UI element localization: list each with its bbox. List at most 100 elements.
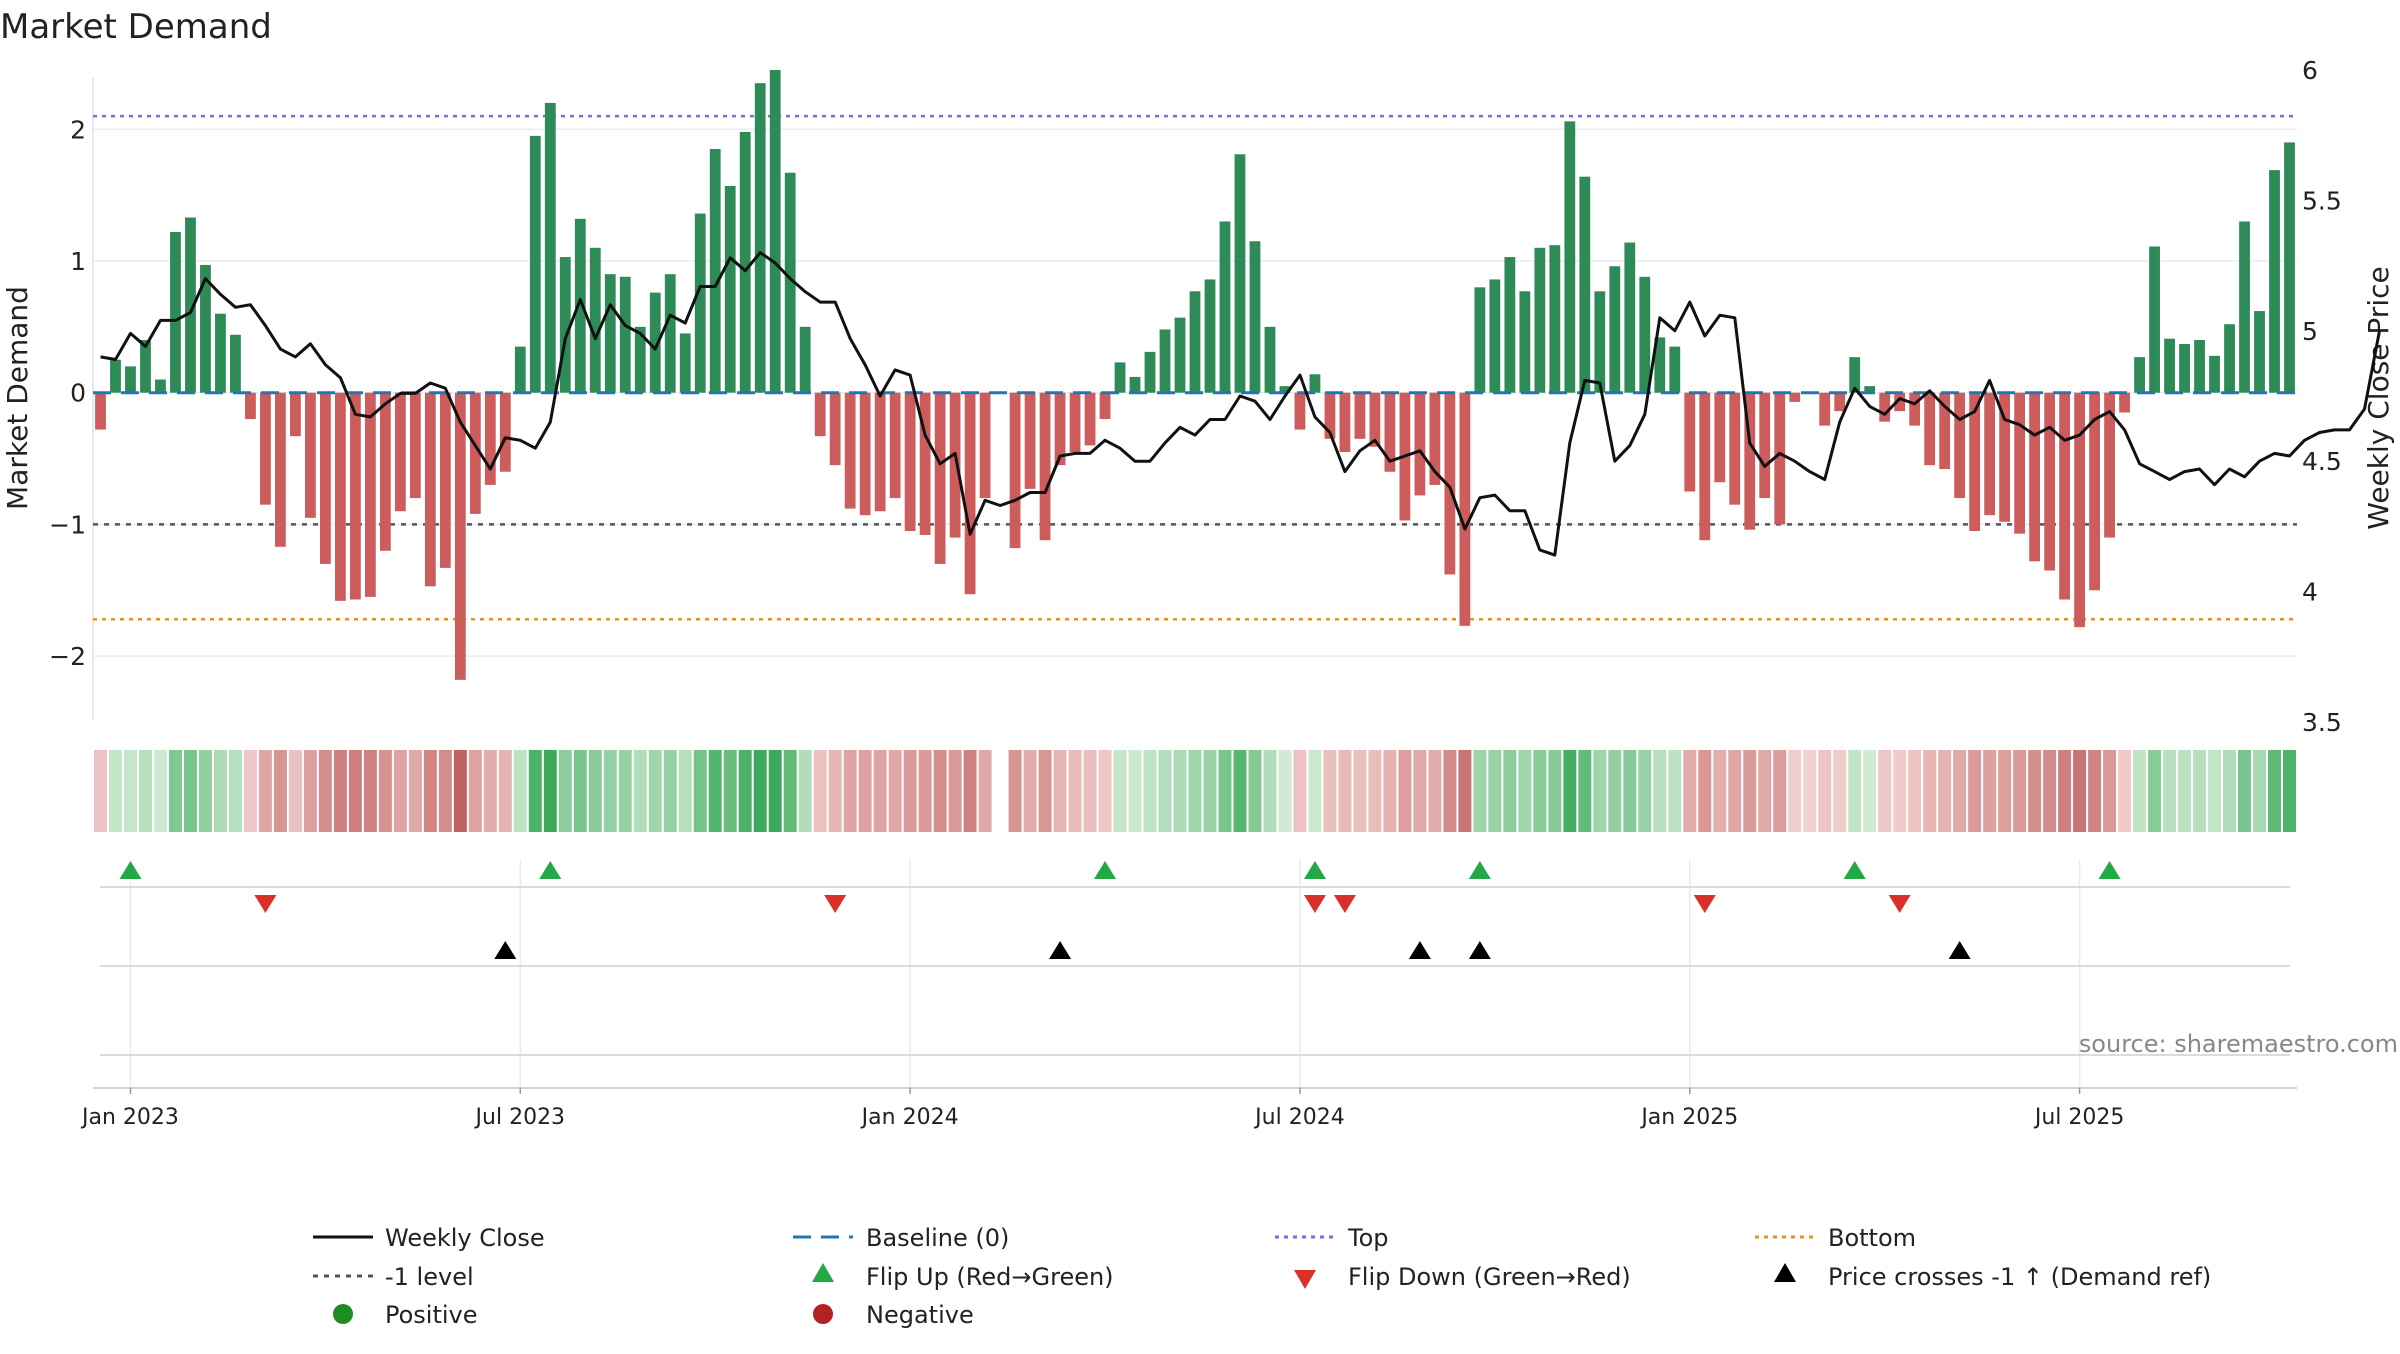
heat-cell	[1113, 750, 1127, 832]
flip-down-marker	[1888, 895, 1911, 913]
x-tick-label: Jan 2023	[80, 1105, 179, 1130]
demand-bar-positive	[1624, 242, 1636, 393]
demand-bar-positive	[1174, 317, 1186, 393]
demand-bar-negative	[2044, 392, 2056, 571]
demand-bar-negative	[1039, 392, 1051, 541]
x-tick-label: Jul 2025	[2033, 1105, 2125, 1130]
heat-cell	[723, 750, 737, 832]
demand-bar-positive	[1594, 291, 1606, 393]
flip-up-marker	[1468, 861, 1491, 879]
x-tick-label: Jan 2024	[860, 1105, 959, 1130]
heat-cell	[468, 750, 482, 832]
price-cross-marker	[494, 941, 517, 959]
demand-bar-negative	[1999, 392, 2011, 522]
heat-cell	[2163, 750, 2177, 832]
heat-cell	[843, 750, 857, 832]
heat-cell	[1803, 750, 1817, 832]
demand-bar-negative	[379, 392, 391, 551]
heat-cell	[2133, 750, 2147, 832]
demand-bar-negative	[1369, 392, 1381, 447]
heat-cell	[1143, 750, 1157, 832]
demand-bar-positive	[2254, 311, 2265, 393]
demand-bar-negative	[814, 392, 826, 437]
heat-cell	[453, 750, 467, 832]
heat-cell	[708, 750, 722, 832]
heat-cell	[903, 750, 917, 832]
demand-bar-positive	[110, 359, 121, 393]
heat-cell	[1623, 750, 1637, 832]
demand-bar-negative	[919, 392, 931, 535]
heat-cell	[528, 750, 542, 832]
heat-cell	[123, 750, 137, 832]
demand-bar-negative	[1879, 392, 1891, 422]
demand-bar-positive	[2224, 324, 2235, 393]
heat-cell	[2238, 750, 2252, 832]
heat-cell	[1398, 750, 1412, 832]
demand-bar-negative	[829, 392, 841, 466]
demand-bar-positive	[1159, 329, 1171, 393]
heat-cell	[1203, 750, 1217, 832]
demand-bar-negative	[1744, 392, 1756, 530]
legend-baseline-label: Baseline (0)	[866, 1224, 1009, 1252]
heat-cell	[1353, 750, 1367, 832]
heat-cell	[1683, 750, 1697, 832]
demand-bar-negative	[1324, 392, 1336, 439]
demand-bar-negative	[1984, 392, 1996, 516]
demand-bar-positive	[230, 334, 241, 393]
heat-cell	[1428, 750, 1442, 832]
heat-cell	[783, 750, 797, 832]
heat-cell	[333, 750, 347, 832]
demand-bar-positive	[709, 149, 721, 393]
price-cross-marker	[1468, 941, 1491, 959]
demand-bar-positive	[1114, 362, 1126, 393]
price-cross-marker	[1049, 941, 1072, 959]
legend-flip-down-label: Flip Down (Green→Red)	[1348, 1263, 1631, 1291]
heat-cell	[2103, 750, 2117, 832]
demand-bar-positive	[2284, 142, 2295, 393]
heat-cell	[1818, 750, 1832, 832]
demand-bar-positive	[1189, 291, 1201, 393]
heat-cell	[1773, 750, 1787, 832]
heat-cell	[513, 750, 527, 832]
demand-bar-negative	[2029, 392, 2041, 562]
heat-cell	[1008, 750, 1022, 832]
demand-bar-positive	[664, 274, 676, 393]
demand-bar-negative	[499, 392, 511, 472]
heat-cell	[1278, 750, 1292, 832]
heat-cell	[243, 750, 257, 832]
demand-bar-positive	[769, 70, 781, 393]
heat-cell	[348, 750, 362, 832]
demand-bar-negative	[319, 392, 331, 564]
y-tick-label: 1	[70, 247, 86, 276]
legend-flip-up-label: Flip Up (Red→Green)	[866, 1263, 1114, 1291]
flip-down-marker	[1303, 895, 1326, 913]
chart-title: Market Demand	[0, 7, 272, 47]
demand-bar-positive	[1519, 291, 1531, 393]
demand-bar-negative	[1354, 392, 1366, 439]
y2-tick-label: 6	[2302, 56, 2318, 85]
demand-bar-positive	[784, 172, 796, 393]
heat-cell	[2283, 750, 2296, 832]
demand-bar-negative	[245, 392, 256, 420]
y-axis-label: Market Demand	[1, 286, 34, 510]
legend: Weekly Close Baseline (0) Top Bottom -1 …	[313, 1224, 2211, 1329]
demand-bar-positive	[1249, 241, 1261, 393]
heat-cell	[543, 750, 557, 832]
demand-bar-negative	[409, 392, 421, 499]
heat-cell	[963, 750, 977, 832]
demand-bar-negative	[859, 392, 871, 516]
y2-tick-label: 4.5	[2302, 447, 2342, 476]
demand-bar-positive	[1489, 279, 1501, 393]
heat-cell	[378, 750, 392, 832]
demand-bar-negative	[2104, 392, 2115, 538]
demand-bar-positive	[529, 135, 541, 393]
demand-bar-positive	[125, 366, 136, 393]
heat-cell	[1323, 750, 1337, 832]
flip-up-marker	[1303, 861, 1326, 879]
demand-bar-positive	[514, 346, 526, 393]
weekly-close-line	[100, 251, 2381, 557]
heat-cell	[1173, 750, 1187, 832]
demand-bar-positive	[1309, 374, 1321, 393]
